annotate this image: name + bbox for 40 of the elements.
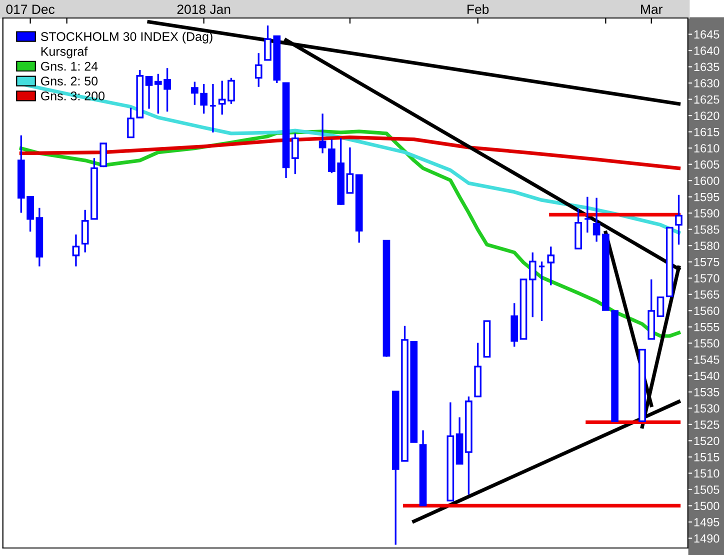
y-tick-label: 1565	[694, 290, 720, 299]
y-tick-label: 1490	[694, 534, 720, 543]
legend-title: Kursgraf	[41, 46, 88, 58]
y-tick-label: 1585	[694, 225, 720, 234]
x-tick-label: Feb	[468, 4, 489, 14]
y-tick-label: 1605	[694, 160, 720, 169]
y-tick-label: 1550	[694, 339, 720, 348]
y-tick-label: 1580	[694, 242, 720, 250]
y-tick-label: 1615	[694, 128, 720, 136]
y-tick-label: 1620	[694, 112, 720, 120]
y-tick-label: 1505	[694, 486, 720, 494]
y-tick-label: 1520	[694, 436, 720, 446]
y-tick-label: 1590	[694, 209, 720, 218]
y-tick-label: 1495	[694, 518, 720, 526]
y-tick-label: 1575	[694, 258, 720, 266]
y-tick-label: 1635	[694, 62, 720, 72]
y-tick-label: 1570	[694, 274, 720, 283]
y-tick-label: 1600	[694, 176, 720, 185]
x-tick-label: Mar	[641, 4, 663, 14]
y-tick-label: 1645	[694, 30, 720, 39]
y-tick-label: 1630	[694, 79, 720, 88]
x-tick-label: 017 Dec	[6, 4, 55, 14]
legend-label: Gns. 2: 50	[41, 76, 98, 86]
y-tick-label: 1560	[694, 306, 720, 316]
y-tick-label: 1595	[694, 192, 720, 202]
y-tick-label: 1625	[694, 95, 720, 104]
y-tick-label: 1530	[694, 404, 720, 413]
y-tick-label: 1555	[694, 323, 720, 332]
y-tick-label: 1640	[694, 46, 720, 55]
y-tick-label: 1610	[694, 144, 720, 152]
y-tick-label: 1540	[694, 372, 720, 380]
y-tick-label: 1525	[694, 420, 720, 429]
legend-label: Gns. 1: 24	[41, 62, 98, 71]
y-tick-label: 1535	[694, 388, 720, 396]
y-tick-label: 1500	[694, 502, 720, 510]
x-tick-label: 2018 Jan	[177, 4, 230, 14]
legend-label: STOCKHOLM 30 INDEX (Dag)	[40, 32, 212, 44]
y-tick-label: 1545	[694, 356, 720, 364]
y-tick-label: 1510	[694, 469, 720, 478]
y-tick-label: 1515	[694, 453, 720, 462]
